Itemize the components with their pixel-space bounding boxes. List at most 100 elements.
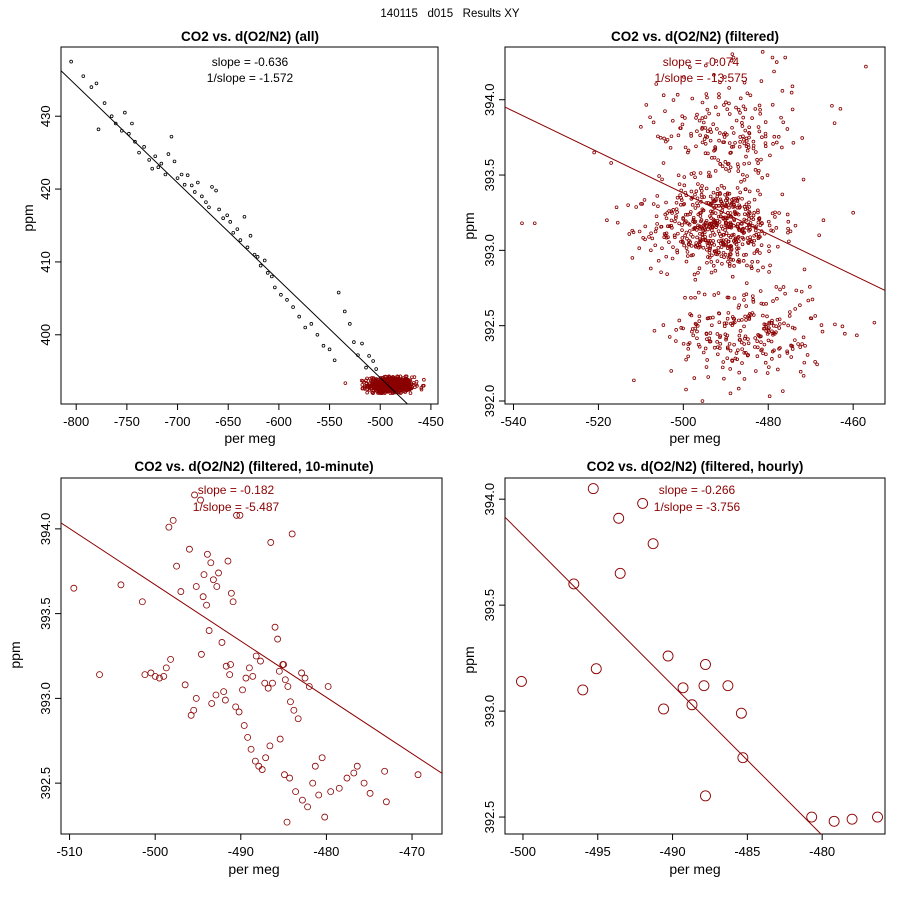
data-point — [179, 172, 184, 177]
data-point — [783, 291, 787, 296]
y-tick-label: 430 — [38, 105, 53, 127]
data-point — [133, 139, 137, 144]
data-point — [747, 217, 751, 221]
data-point — [197, 496, 204, 504]
data-point — [771, 142, 775, 146]
data-point — [716, 352, 720, 357]
data-point — [754, 369, 758, 373]
data-point — [725, 197, 730, 201]
data-point — [735, 357, 739, 362]
data-point — [711, 263, 716, 268]
data-point — [399, 383, 404, 387]
data-point — [723, 75, 727, 79]
data-point — [747, 228, 751, 233]
data-point — [781, 285, 786, 289]
data-point — [716, 246, 721, 250]
data-point — [656, 258, 661, 263]
x-tick-label: -600 — [266, 414, 292, 429]
data-point — [770, 102, 775, 107]
data-point — [700, 100, 705, 105]
data-point — [713, 105, 718, 110]
data-point — [283, 818, 291, 826]
data-point — [318, 754, 326, 762]
data-point — [709, 209, 713, 214]
data-point — [771, 229, 775, 233]
data-point — [659, 224, 664, 229]
data-point — [716, 158, 720, 162]
data-point — [343, 774, 351, 782]
data-point — [744, 139, 749, 143]
data-point — [181, 681, 189, 689]
data-point — [790, 107, 795, 112]
data-point — [705, 248, 709, 252]
data-point — [763, 131, 768, 136]
data-point — [376, 383, 380, 388]
data-point — [327, 788, 335, 796]
data-point — [117, 581, 125, 589]
data-point — [658, 703, 670, 715]
data-point — [722, 680, 734, 692]
data-point — [793, 307, 797, 311]
data-point — [751, 242, 756, 247]
data-point — [381, 767, 389, 775]
data-point — [717, 95, 721, 100]
data-point — [808, 316, 813, 320]
data-point — [801, 373, 806, 378]
data-point — [700, 659, 711, 670]
data-point — [701, 350, 706, 355]
data-point — [716, 214, 721, 219]
data-point — [756, 208, 760, 213]
data-point — [805, 353, 810, 357]
data-point — [166, 152, 171, 156]
data-point — [686, 254, 690, 258]
data-point — [732, 200, 736, 205]
data-point — [712, 148, 716, 153]
data-point — [733, 212, 737, 216]
data-point — [761, 302, 766, 306]
data-point — [731, 197, 736, 201]
data-point — [390, 375, 395, 379]
inverse-slope-annotation: 1/slope = -5.487 — [193, 500, 280, 514]
data-point — [737, 239, 741, 243]
data-point — [736, 169, 741, 173]
data-point — [332, 358, 337, 363]
data-point — [768, 263, 772, 268]
data-point — [741, 226, 745, 231]
data-point — [705, 358, 709, 362]
data-point — [752, 210, 756, 215]
data-point — [360, 386, 365, 391]
data-point — [590, 663, 602, 675]
data-point — [175, 176, 180, 180]
data-point — [737, 228, 741, 232]
data-point — [763, 134, 768, 139]
data-point — [721, 140, 725, 144]
data-point — [96, 671, 103, 679]
data-point — [725, 346, 730, 351]
data-point — [744, 154, 748, 159]
data-point — [362, 380, 366, 385]
data-point — [747, 135, 751, 140]
data-point — [669, 369, 674, 373]
data-point — [767, 326, 771, 330]
data-point — [708, 138, 713, 143]
data-point — [746, 341, 751, 346]
data-point — [803, 343, 807, 348]
data-point — [215, 569, 222, 577]
data-point — [151, 672, 159, 680]
data-point — [727, 264, 732, 268]
data-point — [780, 389, 785, 393]
data-point — [700, 184, 704, 188]
data-point — [773, 215, 777, 219]
data-point — [731, 55, 736, 60]
x-tick-label: -500 — [142, 844, 168, 859]
data-point — [665, 272, 669, 276]
y-tick-label: 393.0 — [482, 234, 497, 267]
data-point — [715, 252, 720, 257]
data-point — [663, 109, 667, 113]
data-point — [69, 59, 73, 64]
data-point — [756, 171, 761, 175]
data-point — [127, 131, 131, 136]
data-point — [785, 127, 790, 131]
y-tick-label: 393.5 — [38, 597, 53, 630]
data-point — [774, 324, 778, 328]
